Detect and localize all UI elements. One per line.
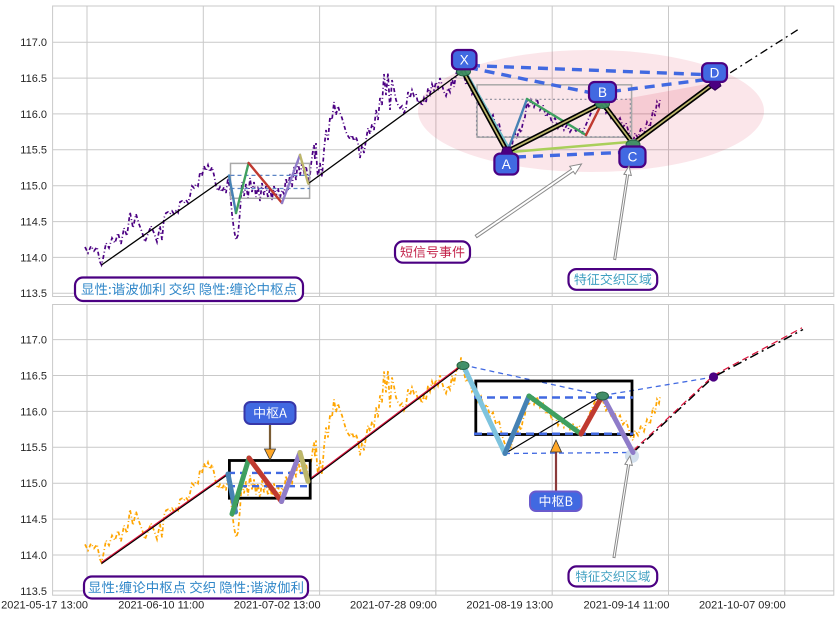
svg-text:116.0: 116.0 — [20, 406, 47, 418]
svg-text:115.0: 115.0 — [20, 478, 47, 490]
svg-text:117.0: 117.0 — [20, 37, 47, 49]
svg-text:2021-07-02 13:00: 2021-07-02 13:00 — [234, 600, 321, 612]
svg-text:116.5: 116.5 — [20, 73, 47, 85]
svg-text:2021-08-19 13:00: 2021-08-19 13:00 — [466, 600, 553, 612]
svg-text:116.5: 116.5 — [20, 370, 47, 382]
svg-text:114.5: 114.5 — [20, 217, 47, 229]
svg-text:2021-07-28 09:00: 2021-07-28 09:00 — [350, 600, 437, 612]
svg-text:2021-06-10 11:00: 2021-06-10 11:00 — [118, 600, 204, 612]
svg-text:116.0: 116.0 — [20, 109, 47, 121]
svg-text:A: A — [502, 157, 511, 172]
svg-text:114.0: 114.0 — [20, 252, 47, 264]
svg-text:115.5: 115.5 — [20, 442, 47, 454]
svg-text:X: X — [460, 53, 469, 68]
svg-text:B: B — [598, 85, 607, 100]
svg-text:2021-05-17 13:00: 2021-05-17 13:00 — [1, 600, 88, 612]
svg-text:2021-09-14 11:00: 2021-09-14 11:00 — [583, 600, 669, 612]
svg-text:113.5: 113.5 — [20, 288, 47, 300]
svg-text:113.5: 113.5 — [20, 586, 47, 598]
svg-text:2021-10-07 09:00: 2021-10-07 09:00 — [699, 600, 786, 612]
svg-text:C: C — [628, 150, 638, 165]
svg-text:114.0: 114.0 — [20, 550, 47, 562]
svg-text:115.5: 115.5 — [20, 145, 47, 157]
svg-text:114.5: 114.5 — [20, 514, 47, 526]
svg-text:115.0: 115.0 — [20, 181, 47, 193]
svg-text:117.0: 117.0 — [20, 335, 47, 347]
svg-text:D: D — [710, 65, 720, 80]
